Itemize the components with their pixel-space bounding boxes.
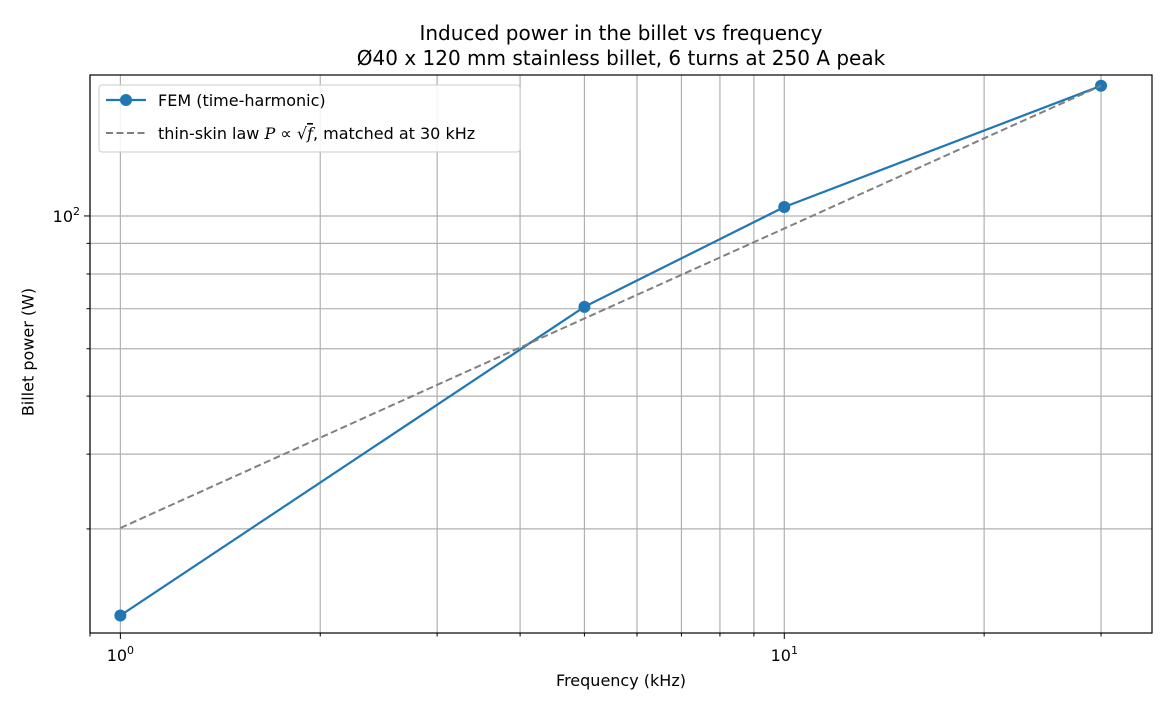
series-layer	[114, 79, 1108, 622]
grid	[89, 75, 1152, 633]
fem-data-point	[114, 609, 127, 622]
legend-fem-label: FEM (time-harmonic)	[158, 91, 326, 110]
y-axis-label: Billet power (W)	[18, 287, 38, 417]
x-tick-label: 100	[107, 644, 134, 665]
y-tick-label: 102	[53, 205, 80, 226]
chart-title: Induced power in the billet vs frequency	[419, 21, 823, 45]
thin-skin-law-line	[119, 84, 1102, 529]
plot-frame	[89, 74, 1153, 634]
legend-thin-skin-label: thin-skin law P ∝ √f, matched at 30 kHz	[158, 124, 475, 143]
chart-subtitle: Ø40 x 120 mm stainless billet, 6 turns a…	[356, 46, 886, 70]
x-tick-label: 101	[771, 644, 798, 665]
legend: FEM (time-harmonic) thin-skin law P ∝ √f,…	[98, 84, 521, 153]
legend-box	[98, 84, 521, 153]
fem-data-point	[778, 201, 791, 214]
fem-data-point	[1095, 79, 1108, 92]
ticks: 100 101 102	[53, 205, 1102, 665]
legend-fem-marker	[120, 94, 132, 106]
fem-series-line	[119, 84, 1102, 617]
x-axis-label: Frequency (kHz)	[556, 671, 686, 690]
fem-data-point	[578, 300, 591, 313]
